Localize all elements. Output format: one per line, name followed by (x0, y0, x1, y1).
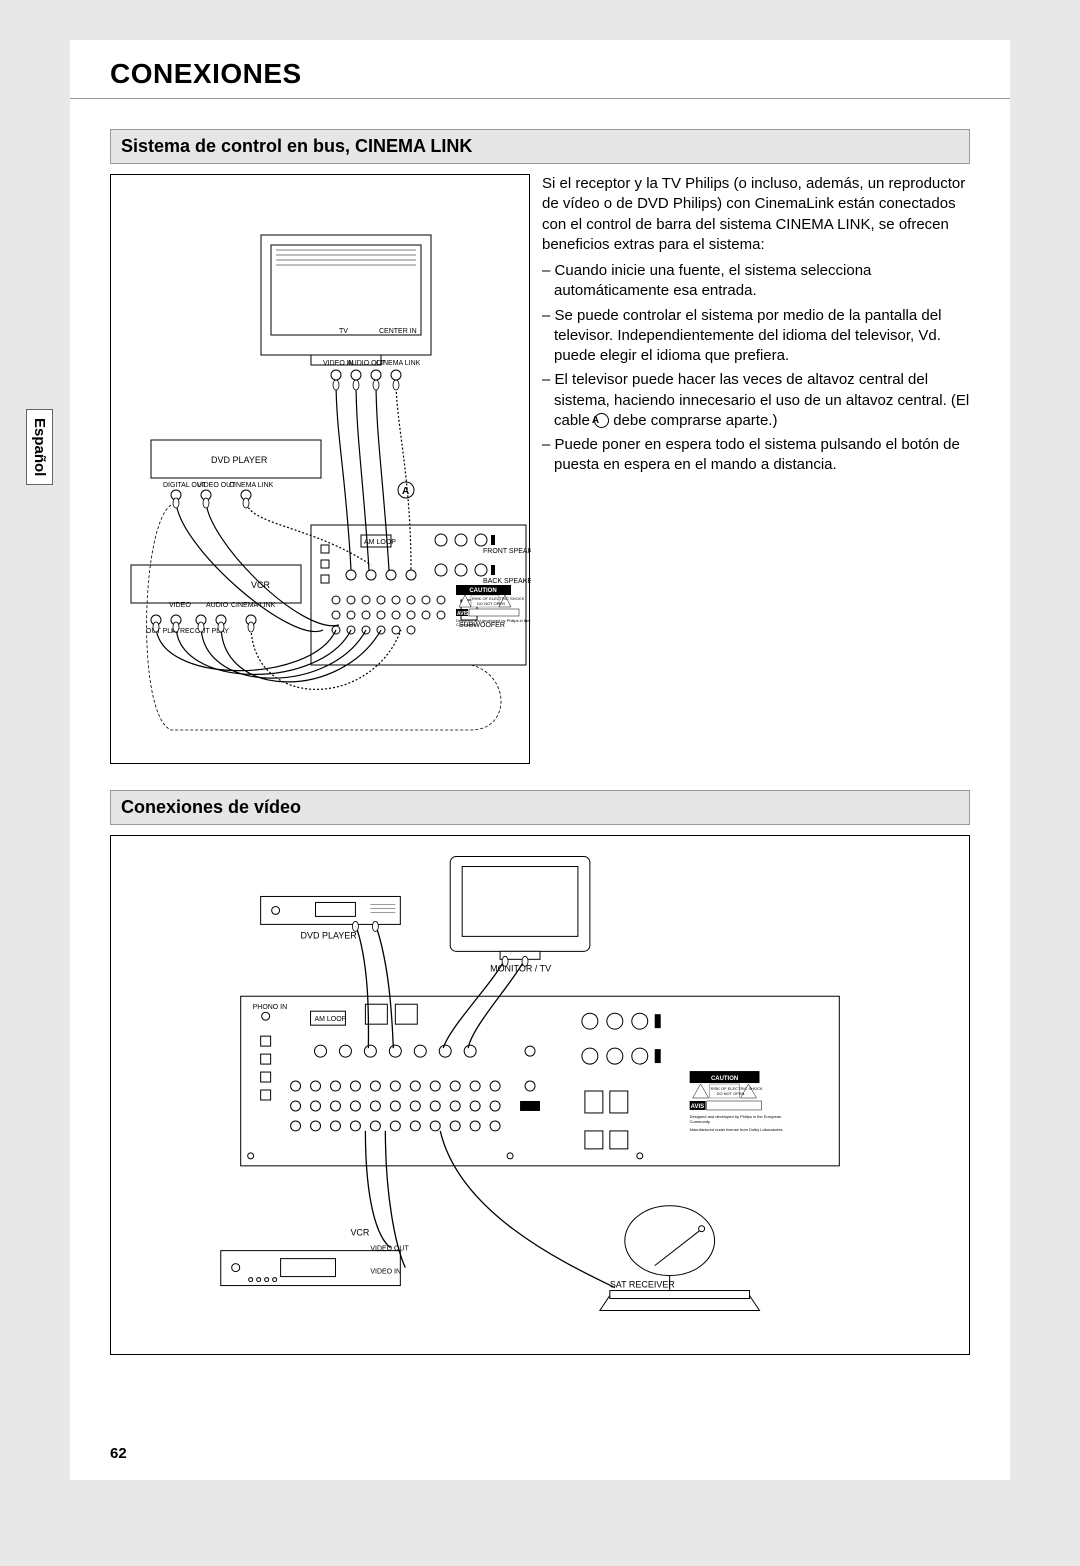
svg-text:DO NOT OPEN: DO NOT OPEN (477, 601, 505, 606)
bullet-list: Cuando inicie una fuente, el sistema sel… (542, 261, 970, 476)
svg-text:FRONT SPEAKER: FRONT SPEAKER (483, 548, 531, 555)
section1-text: Si el receptor y la TV Philips (o inclus… (542, 174, 970, 480)
svg-text:VIDEO IN: VIDEO IN (370, 1269, 401, 1276)
svg-text:CINEMA LINK: CINEMA LINK (231, 602, 276, 609)
svg-text:AVIS: AVIS (457, 611, 469, 617)
svg-text:VCR: VCR (350, 1228, 369, 1238)
svg-text:SAT RECEIVER: SAT RECEIVER (610, 1280, 675, 1290)
manual-page: CONEXIONES Español Sistema de control en… (70, 40, 1010, 1480)
language-tab: Español (26, 409, 53, 485)
svg-text:CENTER IN: CENTER IN (379, 328, 417, 335)
diagram-cinema-link: TV CENTER IN VIDEO IN AUDIO OUT CINEMA L… (110, 174, 530, 764)
diagram-video-connections: DVD PLAYER MONITOR / TV PHONO IN (110, 835, 970, 1355)
bullet-1: Cuando inicie una fuente, el sistema sel… (542, 261, 970, 302)
section-heading-cinema-link: Sistema de control en bus, CINEMA LINK (110, 129, 970, 164)
svg-text:CINEMA LINK: CINEMA LINK (229, 482, 274, 489)
svg-text:PHONO IN: PHONO IN (253, 1004, 287, 1011)
svg-text:CAUTION: CAUTION (711, 1076, 738, 1082)
svg-text:Community.: Community. (456, 622, 477, 627)
tv-label-text: TV (339, 328, 348, 335)
svg-text:Manufactured under license fro: Manufactured under license from Dolby La… (690, 1127, 784, 1132)
svg-text:DVD PLAYER: DVD PLAYER (301, 930, 358, 940)
svg-text:VCR: VCR (251, 580, 271, 590)
bullet-2: Se puede controlar el sistema por medio … (542, 306, 970, 367)
section-heading-video: Conexiones de vídeo (110, 790, 970, 825)
page-number: 62 (110, 1445, 127, 1462)
marker-a-inline: A (594, 413, 609, 428)
bullet-4: Puede poner en espera todo el sistema pu… (542, 435, 970, 476)
svg-text:CINEMA LINK: CINEMA LINK (376, 360, 421, 367)
intro-paragraph: Si el receptor y la TV Philips (o inclus… (542, 174, 970, 255)
svg-text:CAUTION: CAUTION (469, 588, 496, 594)
svg-text:AM LOOP: AM LOOP (364, 539, 396, 546)
svg-text:DVD PLAYER: DVD PLAYER (211, 455, 268, 465)
section1-row: TV CENTER IN VIDEO IN AUDIO OUT CINEMA L… (110, 174, 970, 764)
svg-text:BACK SPEAKER (4-8Ω): BACK SPEAKER (4-8Ω) (483, 578, 531, 585)
page-content: Español Sistema de control en bus, CINEM… (70, 99, 1010, 1355)
page-title: CONEXIONES (110, 58, 1010, 90)
bullet-3: El televisor puede hacer las veces de al… (542, 370, 970, 431)
svg-text:AVIS: AVIS (691, 1104, 705, 1110)
section2: Conexiones de vídeo DVD PLAYER MONITOR /… (110, 790, 970, 1355)
svg-text:DO NOT OPEN: DO NOT OPEN (717, 1091, 745, 1096)
svg-text:VIDEO: VIDEO (169, 602, 191, 609)
header-rule: CONEXIONES (70, 40, 1010, 99)
svg-text:AUDIO: AUDIO (206, 602, 229, 609)
svg-text:AM LOOP: AM LOOP (315, 1016, 347, 1023)
svg-text:Community.: Community. (690, 1119, 711, 1124)
